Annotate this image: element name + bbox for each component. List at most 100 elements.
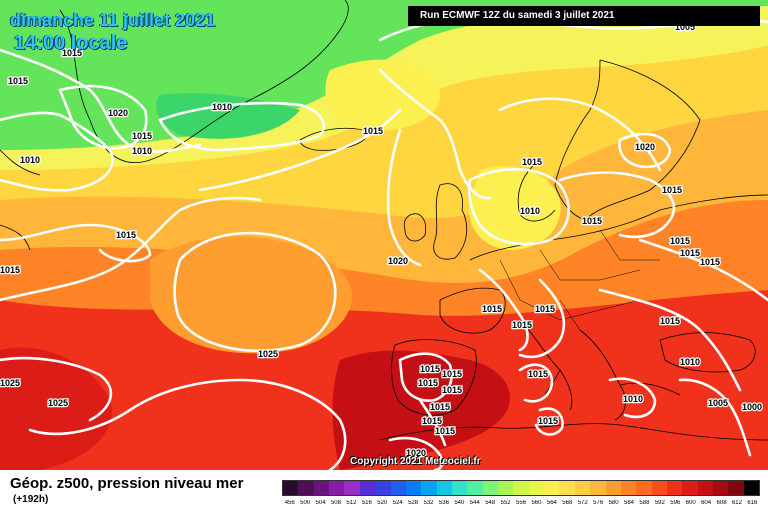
forecast-time: 14:00 locale <box>14 32 128 54</box>
isobar-label: 1005 <box>708 398 728 408</box>
scale-label: 584 <box>623 500 634 506</box>
isobar-label: 1015 <box>512 320 532 330</box>
isobar-label: 1015 <box>363 126 383 136</box>
scale-label: 592 <box>654 500 665 506</box>
model-run-banner: Run ECMWF 12Z du samedi 3 juillet 2021 <box>408 6 760 26</box>
scale-label: 596 <box>670 500 681 506</box>
scale-label: 516 <box>361 500 372 506</box>
scale-label: 616 <box>747 500 758 506</box>
scale-label: 564 <box>546 500 557 506</box>
isobar-label: 1010 <box>132 146 152 156</box>
color-swatch <box>451 481 468 495</box>
isobar-label: 1015 <box>62 48 82 58</box>
color-swatch <box>283 481 299 495</box>
color-swatch <box>697 481 714 495</box>
forecast-range: (+192h) <box>13 494 49 505</box>
isobar-label: 1025 <box>258 349 278 359</box>
color-swatch <box>405 481 422 495</box>
color-swatch <box>513 481 529 495</box>
isobar-label: 1015 <box>522 157 542 167</box>
color-swatch <box>743 481 760 495</box>
isobar-label: 1015 <box>538 416 558 426</box>
isobar-label: 1015 <box>435 426 455 436</box>
isobar-label: 1015 <box>8 76 28 86</box>
scale-label: 532 <box>423 500 434 506</box>
isobar-label: 1010 <box>623 394 643 404</box>
color-swatch <box>482 481 499 495</box>
map-title: Géop. z500, pression niveau mer <box>10 475 244 492</box>
weather-map: 1015 1015 1020 1010 1015 1010 1010 1015 1015 1015… <box>0 0 768 470</box>
isobar-label: 1015 <box>680 248 700 258</box>
isobar-label: 1015 <box>430 402 450 412</box>
field-dark-red-2 <box>0 347 112 470</box>
field-core-yellow-2 <box>325 59 441 131</box>
field-green-dark <box>156 93 300 139</box>
isobar-label: 1015 <box>420 364 440 374</box>
color-swatch <box>713 481 729 495</box>
isobar-label: 1025 <box>0 378 20 388</box>
copyright-text: Copyright 2021 Meteociel.fr <box>350 456 481 467</box>
color-swatch <box>421 481 437 495</box>
scale-label: 500 <box>300 500 311 506</box>
color-swatch <box>329 481 345 495</box>
color-swatch <box>436 481 452 495</box>
isobar-label: 1025 <box>48 398 68 408</box>
scale-label: 544 <box>469 500 480 506</box>
color-swatch <box>605 481 621 495</box>
color-swatch <box>375 481 391 495</box>
isobars <box>0 16 768 470</box>
isobar-label: 1015 <box>670 236 690 246</box>
field-core-yellow <box>469 166 561 250</box>
isobar-label: 1020 <box>108 108 128 118</box>
color-swatch <box>666 481 683 495</box>
color-swatch <box>574 481 591 495</box>
field-high-orange <box>150 236 352 354</box>
scale-label: 588 <box>639 500 650 506</box>
isobar-label: 1015 <box>442 385 462 395</box>
scale-label: 520 <box>377 500 388 506</box>
isobar-label: 1015 <box>422 416 442 426</box>
scale-label: 600 <box>685 500 696 506</box>
isobar-label: 1015 <box>535 304 555 314</box>
isobar-label: 1020 <box>635 142 655 152</box>
color-swatch <box>498 481 514 495</box>
scale-label: 612 <box>731 500 742 506</box>
color-swatch <box>728 481 744 495</box>
map-canvas: 1015101510201010101510101010101510151015… <box>0 0 768 470</box>
scale-label: 540 <box>454 500 465 506</box>
color-swatch <box>682 481 698 495</box>
scale-label: 524 <box>392 500 403 506</box>
color-swatch <box>344 481 360 495</box>
isobar-label: 1010 <box>212 102 232 112</box>
isobar-label: 1010 <box>680 357 700 367</box>
scale-label: 504 <box>315 500 326 506</box>
isobar-label: 1010 <box>20 155 40 165</box>
forecast-date: dimanche 11 juillet 2021 <box>10 10 216 30</box>
isobar-label: 1015 <box>418 378 438 388</box>
scale-label: 576 <box>593 500 604 506</box>
color-swatch <box>590 481 606 495</box>
color-swatch <box>359 481 376 495</box>
isobar-label: 1020 <box>406 448 426 458</box>
color-swatch <box>528 481 545 495</box>
isobar-label: 1000 <box>742 402 762 412</box>
scale-label: 556 <box>516 500 527 506</box>
scale-label: 580 <box>608 500 619 506</box>
isobar-label: 1015 <box>700 257 720 267</box>
isobar-label: 1010 <box>520 206 540 216</box>
scale-label: 572 <box>577 500 588 506</box>
scale-label: 456 <box>284 500 295 506</box>
color-swatch <box>559 481 575 495</box>
color-scale <box>282 480 760 496</box>
isobar-label: 1015 <box>116 230 136 240</box>
isobar-label: 1015 <box>482 304 502 314</box>
color-swatch <box>651 481 667 495</box>
scale-label: 508 <box>330 500 341 506</box>
scale-label: 552 <box>500 500 511 506</box>
scale-label: 528 <box>408 500 419 506</box>
isobar-label: 1015 <box>660 316 680 326</box>
isobar-label: 1015 <box>0 265 20 275</box>
scale-label: 560 <box>531 500 542 506</box>
isobar-label: 1015 <box>442 369 462 379</box>
scale-label: 512 <box>346 500 357 506</box>
